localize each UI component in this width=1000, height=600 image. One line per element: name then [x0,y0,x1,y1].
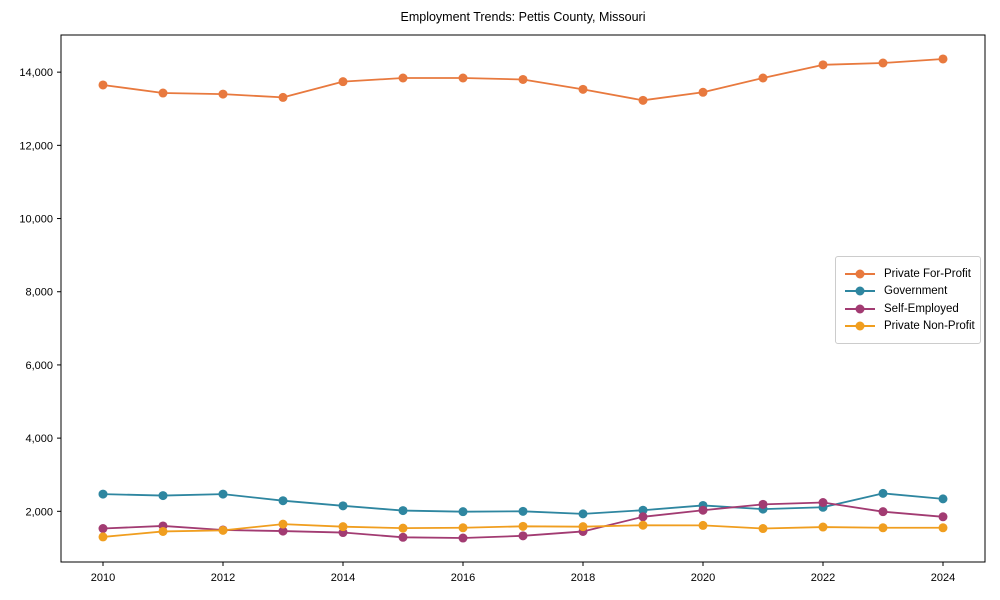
data-point [218,525,228,535]
legend-line-marker-icon [845,321,875,331]
legend-item-private-non-profit: Private Non-Profit [845,318,975,336]
x-tick-label: 2020 [691,572,715,584]
legend: Private For-Profit Government Self-Employe… [835,256,981,344]
data-point [398,532,408,542]
data-point [398,73,408,83]
data-point [758,524,768,534]
legend-line-marker-icon [845,304,875,314]
data-point [158,88,168,98]
data-point [218,489,228,499]
data-point [758,499,768,509]
data-point [518,531,528,541]
data-point [638,520,648,530]
data-point [458,73,468,83]
data-point [938,494,948,504]
data-point [98,524,108,534]
data-point [938,512,948,522]
data-point [638,95,648,105]
data-point [698,520,708,530]
y-tick-label: 4,000 [25,433,53,445]
data-point [698,87,708,97]
data-point [98,80,108,90]
legend-item-private-for-profit: Private For-Profit [845,265,972,283]
y-tick-label: 8,000 [25,287,53,299]
data-point [278,496,288,506]
x-tick-label: 2016 [451,572,475,584]
data-point [818,60,828,70]
legend-item-self-employed: Self-Employed [845,300,972,318]
data-point [398,506,408,516]
y-tick-label: 2,000 [25,506,53,518]
data-point [578,509,588,519]
y-tick-label: 14,000 [19,67,53,79]
data-point [638,505,648,515]
data-point [338,522,348,532]
data-point [758,73,768,83]
data-point [518,506,528,516]
legend-item-label: Private Non-Profit [884,320,975,333]
data-point [458,523,468,533]
legend-item-government: Government [845,283,972,301]
data-point [578,84,588,94]
x-tick-label: 2022 [811,572,835,584]
y-tick-label: 6,000 [25,360,53,372]
data-point [938,54,948,64]
x-tick-label: 2018 [571,572,595,584]
x-tick-label: 2024 [931,572,955,584]
data-point [338,501,348,511]
chart-title: Employment Trends: Pettis County, Missou… [400,10,646,24]
data-point [698,505,708,515]
legend-item-label: Private For-Profit [884,267,971,280]
data-point [278,526,288,536]
data-point [398,523,408,533]
data-point [338,77,348,87]
data-point [818,522,828,532]
data-point [518,74,528,84]
data-point [878,523,888,533]
data-point [578,522,588,532]
data-point [818,498,828,508]
legend-item-label: Self-Employed [884,302,959,315]
data-point [518,521,528,531]
y-tick-label: 12,000 [19,140,53,152]
legend-line-marker-icon [845,269,875,279]
data-point [458,533,468,543]
data-point [938,523,948,533]
legend-line-marker-icon [845,286,875,296]
data-point [458,507,468,517]
data-point [98,532,108,542]
data-point [878,58,888,68]
data-point [878,507,888,517]
data-point [638,512,648,522]
x-tick-label: 2010 [91,572,115,584]
axes-frame [60,34,986,563]
data-point [218,89,228,99]
data-point [278,92,288,102]
data-point [98,489,108,499]
data-point [158,491,168,501]
x-tick-label: 2012 [211,572,235,584]
data-point [878,488,888,498]
data-point [158,526,168,536]
x-tick-label: 2014 [331,572,355,584]
y-tick-label: 10,000 [19,214,53,226]
data-point [278,519,288,529]
legend-item-label: Government [884,285,948,298]
